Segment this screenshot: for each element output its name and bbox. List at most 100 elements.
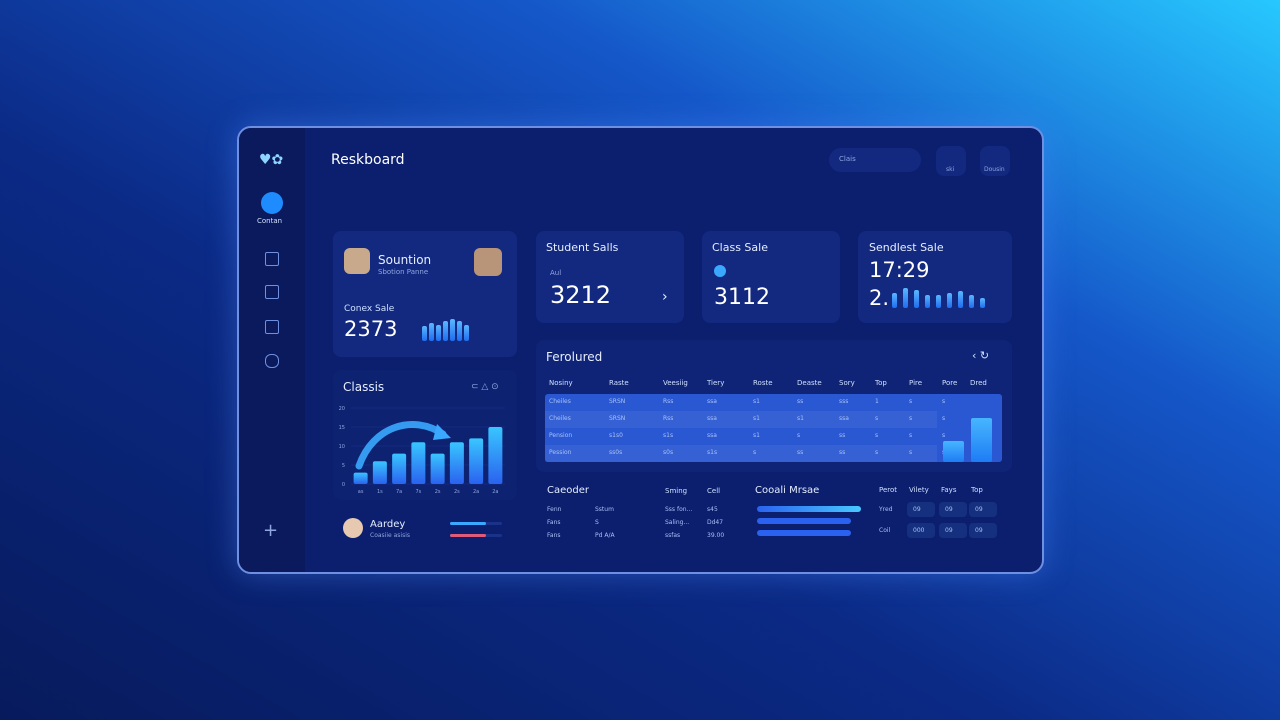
mini-table: Perot Vilety Fays Top Yred 09 09 09 Coil 000 09 09 [874, 480, 1014, 540]
cell: s0s [663, 449, 674, 456]
chip [939, 523, 967, 538]
card: Student Salls Aul 3212 › [536, 231, 684, 323]
card-sub: 2. [869, 286, 890, 310]
cell: s [942, 398, 946, 405]
mini-bar [947, 293, 952, 308]
card-title: Class Sale [712, 241, 768, 254]
column-header: Raste [609, 379, 629, 387]
mini-bar [457, 320, 462, 341]
progress-bar [757, 530, 851, 536]
column-header: Fays [941, 486, 957, 494]
icon-label: Dousin [984, 166, 1005, 173]
cell: s [942, 432, 946, 439]
mini-bar [980, 298, 985, 308]
cell: ssfas [665, 532, 681, 539]
cell: 09 [945, 527, 953, 534]
card-title: Sountion [378, 253, 432, 267]
dashboard: ♥✿ Contan + Reskboard Clais ski Dousin S… [237, 126, 1044, 574]
profile-subtitle: Coasiie asisis [370, 532, 410, 539]
cell: ss [797, 449, 804, 456]
chart-card: Classis ⊂ △ ⊙ 0 5 10 15 20 as 1s 7a 7s 2s 2s 2a 2a [333, 370, 517, 500]
column-header: Veesiig [663, 379, 688, 387]
nav-icon[interactable] [265, 320, 279, 334]
x-tick-label: 2s [454, 489, 460, 495]
cell: Fenn [547, 506, 562, 513]
cell: 09 [945, 506, 953, 513]
add-button[interactable]: + [263, 520, 279, 541]
card-value: 17:29 [869, 258, 930, 282]
mini-bar [436, 324, 441, 341]
cell: Saling... [665, 519, 690, 526]
chart-tools[interactable]: ⊂ △ ⊙ [471, 382, 499, 392]
user-avatar[interactable] [261, 192, 283, 214]
arrow[interactable]: › [662, 289, 668, 305]
cell: Rss [663, 398, 674, 405]
mini-bars [892, 288, 996, 308]
bar [353, 472, 368, 484]
cell: s [909, 415, 913, 422]
profile-progress [450, 522, 502, 542]
cell: s [909, 449, 913, 456]
profile-name: Aardey [370, 519, 406, 530]
calendar-title: Caeoder [547, 485, 589, 496]
column-header: Tiery [707, 379, 725, 387]
cell: s1 [797, 415, 804, 422]
nav-icon[interactable] [265, 285, 279, 299]
cell: ss [839, 432, 846, 439]
featured-title: Ferolured [546, 350, 603, 364]
nav-icon[interactable] [265, 354, 279, 368]
nav-icon[interactable] [265, 252, 279, 266]
column-header: Deaste [797, 379, 822, 387]
pager[interactable]: ‹ ↻ [972, 349, 990, 362]
featured-table: Nosiny Raste Veesiig Tiery Roste Deaste Sory To… [536, 340, 1012, 472]
cell: s [909, 398, 913, 405]
calendar-table: Sming Cell Fenn Sstum Sss fon... s45 Fans S Sali… [536, 478, 746, 558]
chip [969, 523, 997, 538]
cell: s [875, 415, 879, 422]
card-value: 3112 [714, 285, 770, 310]
cell: Fans [547, 532, 561, 539]
card-value: 2373 [344, 317, 398, 341]
cell: s45 [707, 506, 718, 513]
cell: 39.00 [707, 532, 725, 539]
cell: S [595, 519, 599, 526]
cell: 09 [975, 506, 983, 513]
column-header: Sming [665, 487, 688, 495]
row-stripe [545, 411, 937, 428]
cell: s [753, 449, 757, 456]
cell: Yred [879, 506, 893, 513]
icon-label: ski [946, 166, 955, 173]
search-placeholder: Clais [839, 155, 856, 163]
icon-button[interactable]: ski [936, 146, 966, 176]
mini-bars [422, 319, 499, 341]
column-header: Sory [839, 379, 855, 387]
cell: ss [797, 398, 804, 405]
logo: ♥✿ [259, 152, 284, 168]
search-box[interactable]: Clais [829, 148, 921, 172]
card-subtitle: Sbotion Panne [378, 268, 429, 276]
y-tick-label: 10 [339, 444, 345, 450]
cell: s1 [753, 432, 760, 439]
card-label: Aul [550, 269, 562, 277]
mini-bar [450, 319, 455, 341]
icon-button[interactable]: Dousin [980, 146, 1010, 176]
cell: s [875, 449, 879, 456]
table-bar [943, 441, 964, 462]
mini-bar [903, 288, 908, 308]
card-title: Sendlest Sale [869, 241, 944, 254]
x-tick-label: 7a [396, 489, 402, 495]
arrow-head [433, 424, 451, 440]
page-title: Reskboard [331, 152, 405, 168]
cell: 09 [975, 527, 983, 534]
bar [430, 453, 445, 484]
mini-bar [958, 291, 963, 308]
x-tick-label: 2s [435, 489, 441, 495]
featured-card: Ferolured ‹ ↻ Nosiny Raste Veesiig Tiery Ros… [536, 340, 1012, 472]
cell: sss [839, 398, 849, 405]
mini-bar [429, 322, 434, 341]
icon [714, 265, 726, 277]
row-stripe [545, 445, 937, 462]
bar [372, 461, 387, 484]
bar [469, 438, 484, 484]
